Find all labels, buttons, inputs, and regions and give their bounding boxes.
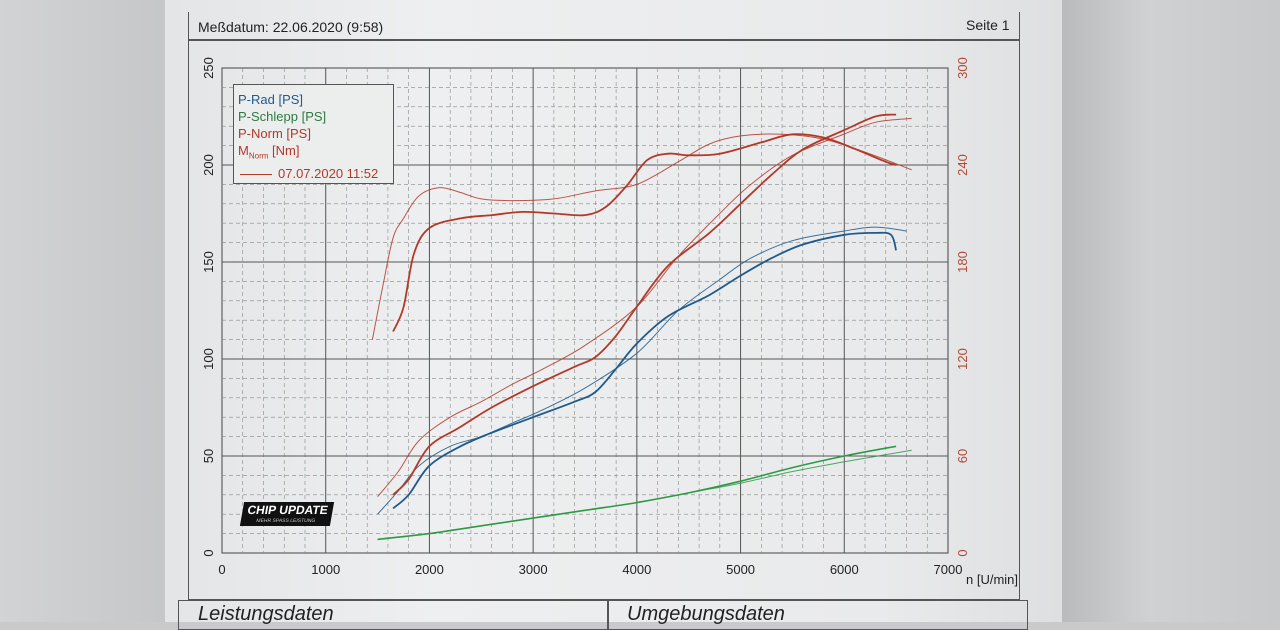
x-tick-label: 6000 [830, 562, 859, 577]
series-line-p_rad [377, 226, 907, 515]
series-line-m_norm [392, 133, 897, 332]
performance-section-title: Leistungsdaten [198, 603, 334, 625]
environment-section-title: Umgebungsdaten [627, 603, 785, 625]
y-left-tick-label: 0 [201, 549, 216, 556]
y-right-tick-label: 240 [955, 154, 970, 176]
x-tick-label: 1000 [311, 562, 340, 577]
y-right-tick-label: 120 [955, 348, 970, 370]
y-left-tick-label: 50 [201, 449, 216, 463]
legend-m-norm: MNorm [Nm] [238, 143, 300, 161]
legend: P-Rad [PS] P-Schlepp [PS] P-Norm [PS] MN… [233, 84, 394, 184]
series-line-p_rad [392, 231, 897, 510]
series-line-p_schlepp [377, 449, 912, 540]
legend-p-norm: P-Norm [PS] [238, 126, 311, 141]
series-line-m_norm [371, 133, 912, 340]
plot-border [221, 67, 949, 554]
y-right-tick-label: 300 [955, 57, 970, 79]
y-right-tick-label: 60 [955, 449, 970, 463]
x-tick-label: 3000 [519, 562, 548, 577]
measurement-date: Meßdatum: 22.06.2020 (9:58) [198, 19, 384, 35]
y-left-tick-label: 200 [201, 154, 216, 176]
y-left-tick-label: 100 [201, 348, 216, 370]
series-line-p_norm [377, 117, 912, 498]
x-tick-label: 4000 [622, 562, 651, 577]
x-tick-label: 5000 [726, 562, 755, 577]
y-right-tick-label: 0 [955, 549, 970, 556]
legend-compare-run: 07.07.2020 11:52 [238, 165, 393, 182]
header-box [188, 12, 1020, 40]
x-tick-label: 2000 [415, 562, 444, 577]
y-right-tick-label: 180 [955, 251, 970, 273]
legend-compare-line [240, 173, 272, 175]
y-left-tick-label: 250 [201, 57, 216, 79]
chart-frame [188, 40, 1020, 600]
y-left-tick-label: 150 [201, 251, 216, 273]
chip-update-logo: CHIP UPDATE MEHR SPASS LEISTUNG [239, 502, 335, 526]
legend-p-schlepp: P-Schlepp [PS] [238, 109, 327, 124]
x-tick-label: 0 [218, 562, 225, 577]
series-line-p_norm [392, 113, 897, 496]
page-number: Seite 1 [966, 17, 1010, 33]
x-tick-label: 7000 [934, 562, 963, 577]
series [371, 113, 912, 541]
legend-p-rad: P-Rad [PS] [238, 92, 304, 107]
background-right [1060, 0, 1280, 622]
axis-ticks: 0 1000 2000 3000 4000 5000 6000 700005010015020… [201, 57, 970, 577]
x-axis-label: n [U/min] [966, 572, 1018, 587]
background-left [0, 0, 165, 622]
